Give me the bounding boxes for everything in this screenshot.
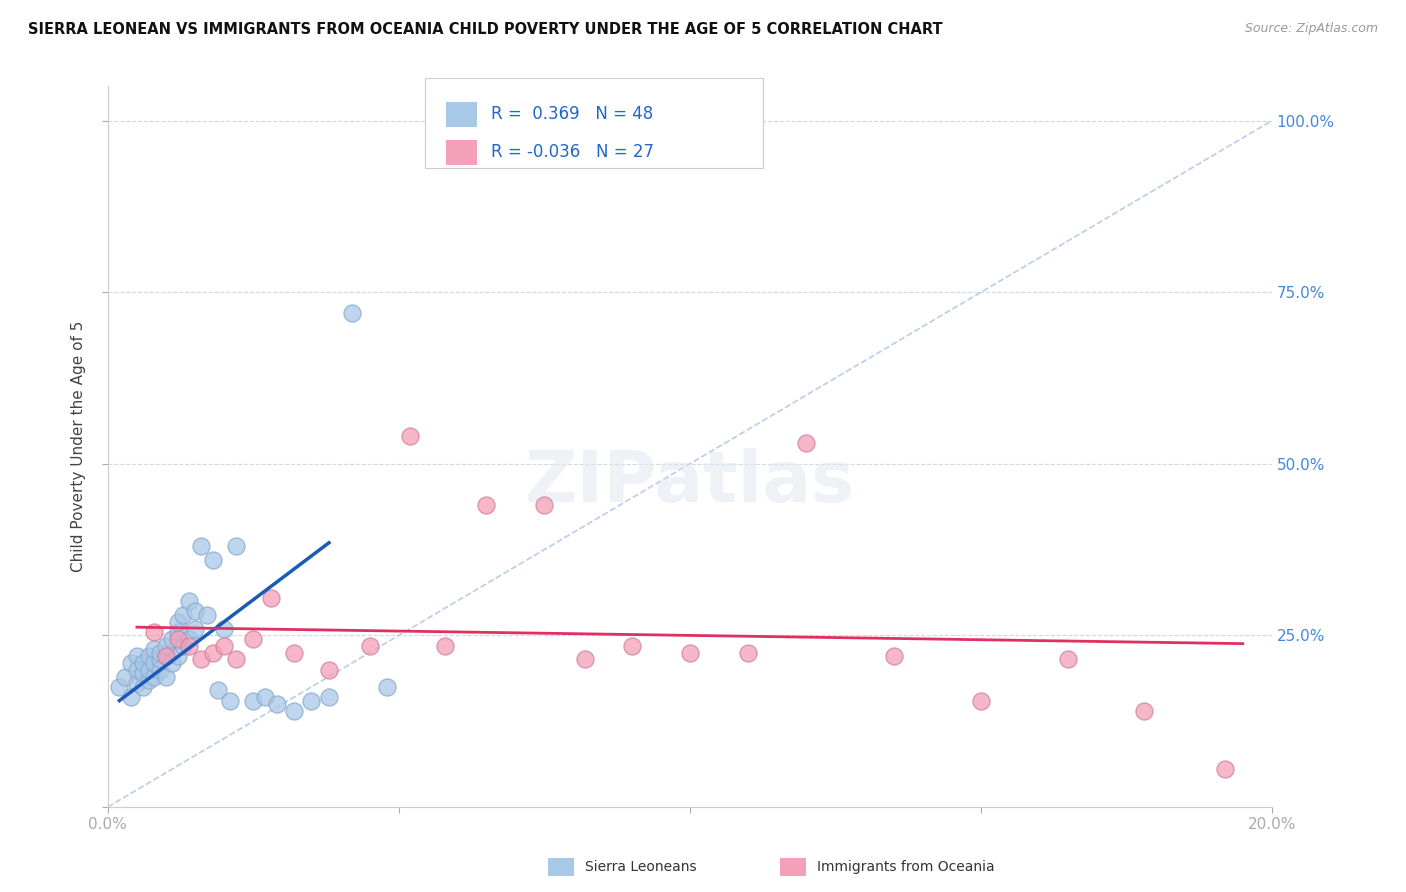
Point <box>533 498 555 512</box>
Text: R = -0.036   N = 27: R = -0.036 N = 27 <box>491 144 654 161</box>
Point <box>318 663 340 677</box>
Point <box>434 639 457 653</box>
Point <box>342 306 364 320</box>
Point <box>143 670 166 684</box>
Point <box>225 652 247 666</box>
Point <box>160 656 183 670</box>
Point <box>166 648 188 663</box>
Point <box>301 693 323 707</box>
Point <box>620 639 643 653</box>
Point <box>266 697 288 711</box>
Point <box>143 624 166 639</box>
Point <box>207 683 229 698</box>
Point <box>155 648 177 663</box>
Point <box>225 539 247 553</box>
Point <box>219 693 242 707</box>
Point <box>475 498 498 512</box>
Point <box>190 539 212 553</box>
Point <box>399 429 422 443</box>
Point <box>131 680 153 694</box>
Point <box>179 594 201 608</box>
Point <box>283 704 305 718</box>
Point <box>138 648 160 663</box>
Point <box>1215 762 1237 776</box>
Point <box>125 663 148 677</box>
Point <box>143 642 166 657</box>
Point <box>155 639 177 653</box>
Point <box>737 646 759 660</box>
Point <box>179 632 201 646</box>
Text: Source: ZipAtlas.com: Source: ZipAtlas.com <box>1244 22 1378 36</box>
Point <box>149 646 172 660</box>
Point <box>201 553 224 567</box>
Point <box>1057 652 1080 666</box>
Point <box>195 607 218 622</box>
Point <box>160 632 183 646</box>
Point <box>108 680 131 694</box>
Text: ZIPatlas: ZIPatlas <box>524 448 855 517</box>
Point <box>242 693 264 707</box>
Point <box>143 656 166 670</box>
Point <box>212 622 235 636</box>
Point <box>131 656 153 670</box>
Point <box>172 639 194 653</box>
Text: Sierra Leoneans: Sierra Leoneans <box>585 860 696 874</box>
Point <box>318 690 340 705</box>
Point <box>190 652 212 666</box>
Point <box>201 646 224 660</box>
Point <box>283 646 305 660</box>
Point <box>138 673 160 687</box>
Point <box>184 604 207 618</box>
Point <box>179 639 201 653</box>
Point <box>359 639 381 653</box>
Point <box>574 652 596 666</box>
Point <box>679 646 702 660</box>
Point <box>155 670 177 684</box>
Point <box>166 624 188 639</box>
Point <box>253 690 276 705</box>
Point <box>114 670 136 684</box>
Point <box>970 693 993 707</box>
Point <box>212 639 235 653</box>
Point <box>149 652 172 666</box>
Text: R =  0.369   N = 48: R = 0.369 N = 48 <box>491 105 652 123</box>
Text: SIERRA LEONEAN VS IMMIGRANTS FROM OCEANIA CHILD POVERTY UNDER THE AGE OF 5 CORRE: SIERRA LEONEAN VS IMMIGRANTS FROM OCEANI… <box>28 22 943 37</box>
Point <box>138 663 160 677</box>
Point <box>125 676 148 690</box>
Point <box>260 591 283 605</box>
Y-axis label: Child Poverty Under the Age of 5: Child Poverty Under the Age of 5 <box>72 321 86 573</box>
Point <box>794 436 817 450</box>
Point <box>120 690 142 705</box>
Point <box>125 648 148 663</box>
Point <box>155 648 177 663</box>
Point <box>375 680 398 694</box>
Text: Immigrants from Oceania: Immigrants from Oceania <box>817 860 994 874</box>
Point <box>1133 704 1156 718</box>
Point <box>172 607 194 622</box>
Point <box>131 666 153 681</box>
Point <box>883 648 905 663</box>
Point <box>120 656 142 670</box>
Point <box>166 615 188 629</box>
Point <box>149 663 172 677</box>
Point <box>242 632 264 646</box>
Point <box>184 622 207 636</box>
Point <box>166 632 188 646</box>
